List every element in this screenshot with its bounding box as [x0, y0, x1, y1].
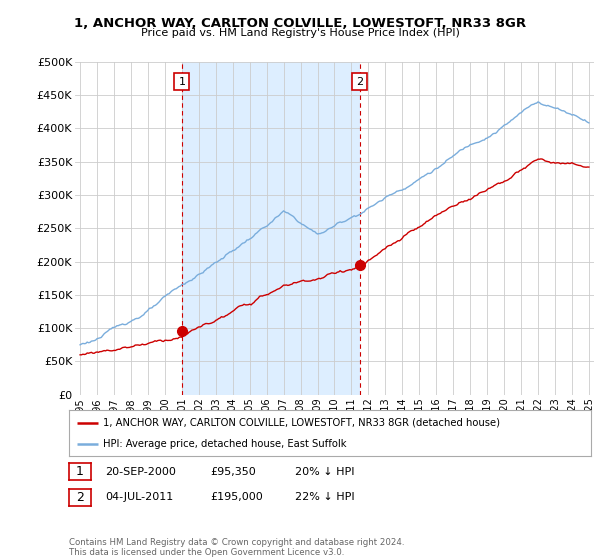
- Text: 04-JUL-2011: 04-JUL-2011: [106, 492, 174, 502]
- Text: 1, ANCHOR WAY, CARLTON COLVILLE, LOWESTOFT, NR33 8GR (detached house): 1, ANCHOR WAY, CARLTON COLVILLE, LOWESTO…: [103, 418, 500, 428]
- Text: £95,350: £95,350: [211, 466, 256, 477]
- Text: HPI: Average price, detached house, East Suffolk: HPI: Average price, detached house, East…: [103, 439, 346, 449]
- Text: 20% ↓ HPI: 20% ↓ HPI: [295, 466, 354, 477]
- Text: 1, ANCHOR WAY, CARLTON COLVILLE, LOWESTOFT, NR33 8GR: 1, ANCHOR WAY, CARLTON COLVILLE, LOWESTO…: [74, 17, 526, 30]
- Text: Contains HM Land Registry data © Crown copyright and database right 2024.
This d: Contains HM Land Registry data © Crown c…: [69, 538, 404, 557]
- Text: 2: 2: [76, 491, 84, 504]
- Text: 20-SEP-2000: 20-SEP-2000: [106, 466, 176, 477]
- Text: £195,000: £195,000: [211, 492, 263, 502]
- Bar: [182, 62, 360, 395]
- Text: 1: 1: [178, 77, 185, 87]
- Text: 1: 1: [76, 465, 84, 478]
- Text: Price paid vs. HM Land Registry's House Price Index (HPI): Price paid vs. HM Land Registry's House …: [140, 28, 460, 38]
- Text: 2: 2: [356, 77, 364, 87]
- Text: 22% ↓ HPI: 22% ↓ HPI: [295, 492, 354, 502]
